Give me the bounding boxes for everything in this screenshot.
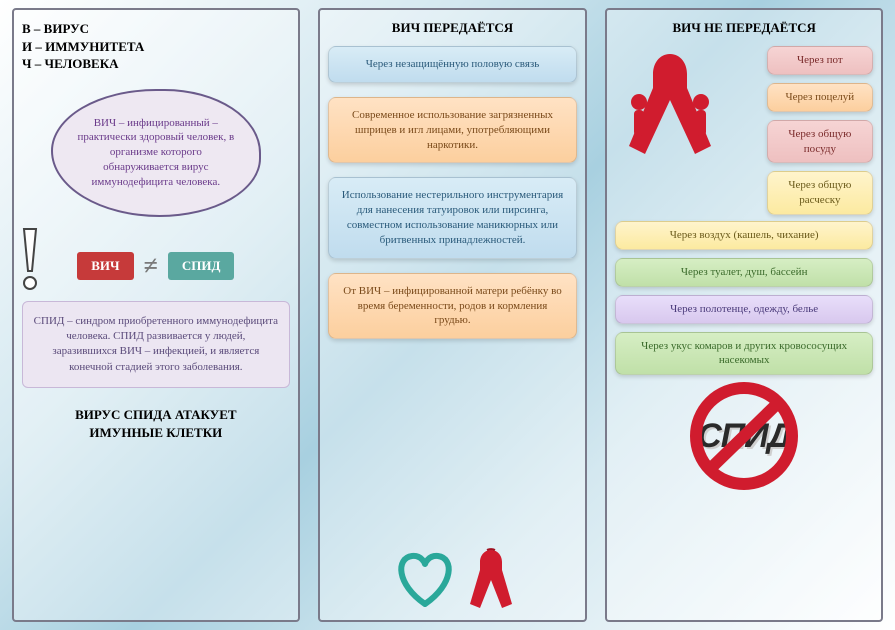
transmission-item: Современное использование загрязненных ш… xyxy=(328,97,578,164)
transmission-text: Использование нестерильного инструментар… xyxy=(342,189,563,246)
acronym-line: Ч – ЧЕЛОВЕКА xyxy=(22,55,290,73)
trifold-infographic: В – ВИРУС И – ИММУНИТЕТА Ч – ЧЕЛОВЕКА ВИ… xyxy=(0,0,895,630)
aids-ribbon-icon xyxy=(468,546,514,610)
no-transmission-item: Через общую расческу xyxy=(767,171,873,215)
panel-transmitted: ВИЧ ПЕРЕДАЁТСЯ Через незащищённую полову… xyxy=(318,8,588,622)
cloud-text: ВИЧ – инфицированный – практически здоро… xyxy=(73,116,239,190)
heart-outline-icon xyxy=(390,546,460,610)
ribbon-figures-image xyxy=(615,46,725,156)
item-text: Через туалет, душ, бассейн xyxy=(681,266,808,278)
item-text: Через пот xyxy=(797,54,843,66)
thought-cloud: ВИЧ – инфицированный – практически здоро… xyxy=(51,89,261,217)
item-text: Через воздух (кашель, чихание) xyxy=(670,229,819,241)
footer-line: ИМУННЫЕ КЛЕТКИ xyxy=(22,424,290,442)
panel-not-transmitted: ВИЧ НЕ ПЕРЕДАЁТСЯ Через пот Через поцелу… xyxy=(605,8,883,622)
panel3-title: ВИЧ НЕ ПЕРЕДАЁТСЯ xyxy=(672,20,815,36)
prohibition-spid-logo: СПИД xyxy=(644,381,844,491)
aids-definition-box: СПИД – синдром приобретенного иммунодефи… xyxy=(22,301,290,389)
transmission-text: Через незащищённую половую связь xyxy=(366,58,540,70)
footer-line: ВИРУС СПИДА АТАКУЕТ xyxy=(22,406,290,424)
aids-definition-text: СПИД – синдром приобретенного иммунодефи… xyxy=(34,315,278,373)
exclamation-icon xyxy=(16,225,70,295)
no-transmission-item: Через воздух (кашель, чихание) xyxy=(615,221,873,250)
item-text: Через поцелуй xyxy=(786,91,855,103)
transmission-text: От ВИЧ – инфицированной матери ребёнку в… xyxy=(343,285,561,327)
hiv-neq-aids-row: ВИЧ ≠ СПИД xyxy=(22,251,290,281)
item-text: Через полотенце, одежду, белье xyxy=(670,303,818,315)
not-equal-icon: ≠ xyxy=(144,251,158,281)
item-text: Через общую посуду xyxy=(788,128,851,155)
panel2-title: ВИЧ ПЕРЕДАЁТСЯ xyxy=(392,20,513,36)
transmission-item: Использование нестерильного инструментар… xyxy=(328,177,578,258)
panel2-icons xyxy=(390,546,514,610)
no-transmission-item: Через поцелуй xyxy=(767,83,873,112)
no-transmission-item: Через общую посуду xyxy=(767,120,873,164)
no-transmission-item: Через пот xyxy=(767,46,873,75)
transmission-item: От ВИЧ – инфицированной матери ребёнку в… xyxy=(328,273,578,340)
transmission-text: Современное использование загрязненных ш… xyxy=(352,109,553,151)
tag-hiv: ВИЧ xyxy=(77,252,133,280)
acronym-line: В – ВИРУС xyxy=(22,20,290,38)
transmission-item: Через незащищённую половую связь xyxy=(328,46,578,83)
panel-definitions: В – ВИРУС И – ИММУНИТЕТА Ч – ЧЕЛОВЕКА ВИ… xyxy=(12,8,300,622)
no-transmission-item: Через укус комаров и других кровососущих… xyxy=(615,332,873,376)
no-transmission-item: Через туалет, душ, бассейн xyxy=(615,258,873,287)
tag-aids: СПИД xyxy=(168,252,235,280)
panel1-footer: ВИРУС СПИДА АТАКУЕТ ИМУННЫЕ КЛЕТКИ xyxy=(22,406,290,441)
acronym-block: В – ВИРУС И – ИММУНИТЕТА Ч – ЧЕЛОВЕКА xyxy=(22,20,290,73)
no-transmission-item: Через полотенце, одежду, белье xyxy=(615,295,873,324)
item-text: Через укус комаров и других кровососущих… xyxy=(641,340,847,367)
acronym-line: И – ИММУНИТЕТА xyxy=(22,38,290,56)
item-text: Через общую расческу xyxy=(788,179,851,206)
